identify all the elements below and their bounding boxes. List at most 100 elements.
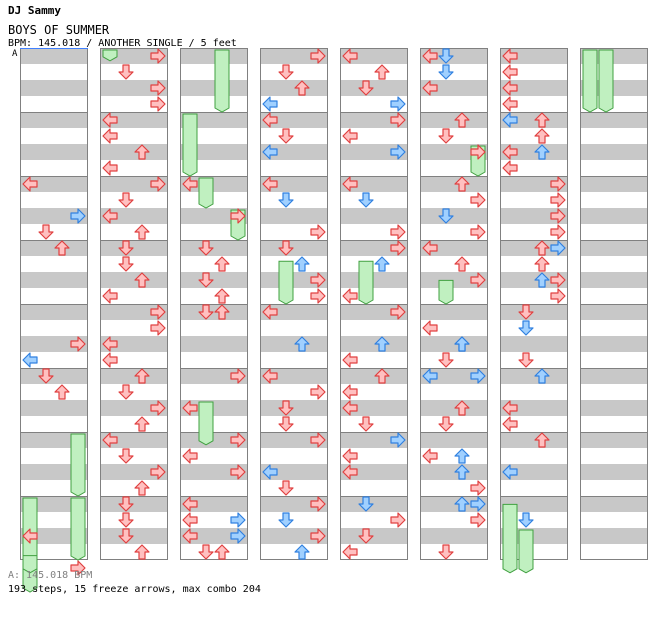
left-arrow-icon <box>102 352 118 368</box>
beat-stripe <box>20 48 88 64</box>
down-arrow-icon <box>198 304 214 320</box>
right-arrow-icon <box>70 560 86 576</box>
up-arrow-icon <box>374 336 390 352</box>
beat-stripe <box>100 432 168 448</box>
beat-stripe <box>340 144 408 160</box>
up-arrow-icon <box>374 368 390 384</box>
down-arrow-icon <box>438 48 454 64</box>
column-border <box>180 48 248 560</box>
beat-stripe <box>260 336 328 352</box>
left-arrow-icon <box>262 96 278 112</box>
beat-stripe <box>100 304 168 320</box>
up-arrow-icon <box>534 256 550 272</box>
freeze-arrow <box>598 49 614 113</box>
right-arrow-icon <box>150 320 166 336</box>
beat-stripe <box>420 528 488 544</box>
up-arrow-icon <box>294 336 310 352</box>
beat-stripe <box>420 368 488 384</box>
down-arrow-icon <box>438 128 454 144</box>
beat-stripe <box>580 432 648 448</box>
beat-stripe <box>340 304 408 320</box>
right-arrow-icon <box>390 224 406 240</box>
left-arrow-icon <box>182 496 198 512</box>
beat-stripe <box>420 464 488 480</box>
left-arrow-icon <box>342 400 358 416</box>
left-arrow-icon <box>502 112 518 128</box>
chart-footer: A: 145.018 BPM 193 steps, 15 freeze arro… <box>8 569 261 597</box>
beat-stripe <box>260 432 328 448</box>
beat-stripe <box>260 176 328 192</box>
right-arrow-icon <box>150 80 166 96</box>
right-arrow-icon <box>470 224 486 240</box>
right-arrow-icon <box>470 496 486 512</box>
down-arrow-icon <box>198 272 214 288</box>
bpm-summary: A: 145.018 BPM <box>8 570 93 581</box>
beat-stripe <box>580 368 648 384</box>
chart-header: DJ Sammy BOYS OF SUMMER BPM: 145.018 / A… <box>8 4 237 50</box>
right-arrow-icon <box>230 208 246 224</box>
left-arrow-icon <box>502 80 518 96</box>
beat-stripe <box>260 304 328 320</box>
left-arrow-icon <box>342 464 358 480</box>
freeze-arrow <box>214 49 230 113</box>
left-arrow-icon <box>502 464 518 480</box>
down-arrow-icon <box>438 64 454 80</box>
up-arrow-icon <box>374 64 390 80</box>
down-arrow-icon <box>118 496 134 512</box>
left-arrow-icon <box>102 160 118 176</box>
right-arrow-icon <box>230 368 246 384</box>
beat-stripe <box>180 304 248 320</box>
down-arrow-icon <box>278 192 294 208</box>
left-arrow-icon <box>502 96 518 112</box>
down-arrow-icon <box>278 480 294 496</box>
down-arrow-icon <box>278 128 294 144</box>
beat-stripe <box>180 272 248 288</box>
left-arrow-icon <box>422 240 438 256</box>
beat-stripe <box>260 496 328 512</box>
beat-stripe <box>420 304 488 320</box>
beat-stripe <box>20 304 88 320</box>
right-arrow-icon <box>390 240 406 256</box>
freeze-arrow <box>182 113 198 177</box>
up-arrow-icon <box>454 336 470 352</box>
down-arrow-icon <box>518 320 534 336</box>
left-arrow-icon <box>102 432 118 448</box>
beat-stripe <box>500 368 568 384</box>
beat-stripe <box>340 176 408 192</box>
beat-stripe <box>500 112 568 128</box>
column-border <box>500 48 568 560</box>
right-arrow-icon <box>230 464 246 480</box>
left-arrow-icon <box>422 320 438 336</box>
beat-stripe <box>580 496 648 512</box>
beat-stripe <box>420 400 488 416</box>
beat-stripe <box>100 368 168 384</box>
right-arrow-icon <box>470 272 486 288</box>
column-border <box>260 48 328 560</box>
up-arrow-icon <box>294 256 310 272</box>
right-arrow-icon <box>310 384 326 400</box>
right-arrow-icon <box>310 272 326 288</box>
beat-stripe <box>20 208 88 224</box>
up-arrow-icon <box>534 144 550 160</box>
beat-stripe <box>340 240 408 256</box>
left-arrow-icon <box>342 384 358 400</box>
right-arrow-icon <box>390 432 406 448</box>
right-arrow-icon <box>310 432 326 448</box>
left-arrow-icon <box>342 544 358 560</box>
left-arrow-icon <box>262 368 278 384</box>
beat-stripe <box>180 240 248 256</box>
left-arrow-icon <box>342 352 358 368</box>
left-arrow-icon <box>422 80 438 96</box>
up-arrow-icon <box>454 464 470 480</box>
left-arrow-icon <box>262 304 278 320</box>
beat-stripe <box>260 528 328 544</box>
beat-stripe <box>100 240 168 256</box>
up-arrow-icon <box>134 544 150 560</box>
beat-stripe <box>100 496 168 512</box>
column-border <box>340 48 408 560</box>
down-arrow-icon <box>358 416 374 432</box>
left-arrow-icon <box>502 160 518 176</box>
beat-stripe <box>260 240 328 256</box>
left-arrow-icon <box>342 128 358 144</box>
up-arrow-icon <box>54 384 70 400</box>
